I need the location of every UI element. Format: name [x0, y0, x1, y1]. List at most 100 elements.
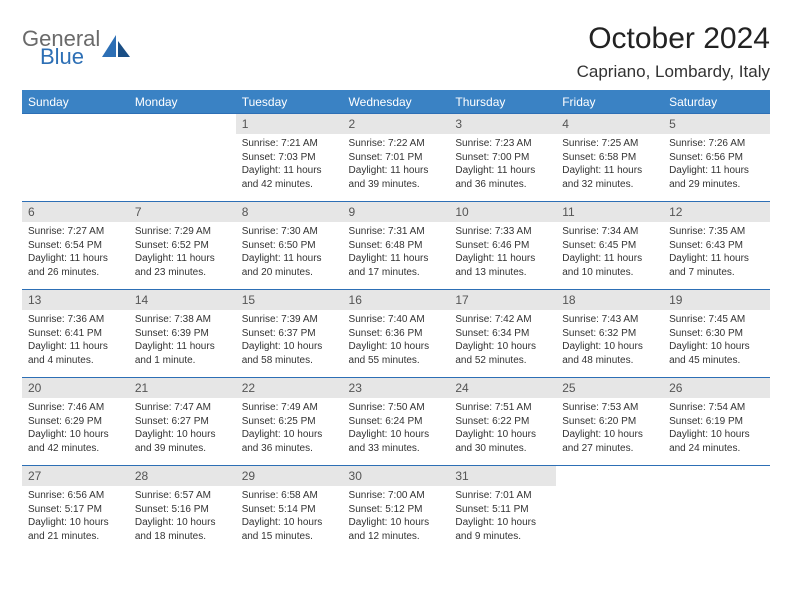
day-number: 22 [236, 378, 343, 398]
calendar-cell: 22Sunrise: 7:49 AMSunset: 6:25 PMDayligh… [236, 378, 343, 466]
day-content: Sunrise: 7:40 AMSunset: 6:36 PMDaylight:… [343, 310, 450, 373]
day-content: Sunrise: 7:23 AMSunset: 7:00 PMDaylight:… [449, 134, 556, 197]
calendar-cell [556, 466, 663, 554]
day-content: Sunrise: 7:00 AMSunset: 5:12 PMDaylight:… [343, 486, 450, 549]
calendar-cell: 14Sunrise: 7:38 AMSunset: 6:39 PMDayligh… [129, 290, 236, 378]
day-number: 14 [129, 290, 236, 310]
day-content: Sunrise: 6:58 AMSunset: 5:14 PMDaylight:… [236, 486, 343, 549]
calendar-cell: 5Sunrise: 7:26 AMSunset: 6:56 PMDaylight… [663, 114, 770, 202]
day-header: Monday [129, 91, 236, 114]
calendar-cell: 10Sunrise: 7:33 AMSunset: 6:46 PMDayligh… [449, 202, 556, 290]
day-content: Sunrise: 7:25 AMSunset: 6:58 PMDaylight:… [556, 134, 663, 197]
calendar-cell: 29Sunrise: 6:58 AMSunset: 5:14 PMDayligh… [236, 466, 343, 554]
day-number: 29 [236, 466, 343, 486]
day-number: 20 [22, 378, 129, 398]
day-header: Saturday [663, 91, 770, 114]
day-content: Sunrise: 7:49 AMSunset: 6:25 PMDaylight:… [236, 398, 343, 461]
day-content: Sunrise: 6:57 AMSunset: 5:16 PMDaylight:… [129, 486, 236, 549]
day-content: Sunrise: 7:42 AMSunset: 6:34 PMDaylight:… [449, 310, 556, 373]
day-header: Thursday [449, 91, 556, 114]
logo-sail-icon [102, 35, 132, 61]
logo: General Blue [22, 28, 132, 68]
calendar-cell: 20Sunrise: 7:46 AMSunset: 6:29 PMDayligh… [22, 378, 129, 466]
day-content: Sunrise: 7:45 AMSunset: 6:30 PMDaylight:… [663, 310, 770, 373]
calendar-cell: 26Sunrise: 7:54 AMSunset: 6:19 PMDayligh… [663, 378, 770, 466]
day-number: 1 [236, 114, 343, 134]
day-content: Sunrise: 6:56 AMSunset: 5:17 PMDaylight:… [22, 486, 129, 549]
page-header: General Blue October 2024 Capriano, Lomb… [22, 22, 770, 82]
day-content: Sunrise: 7:43 AMSunset: 6:32 PMDaylight:… [556, 310, 663, 373]
calendar-cell: 1Sunrise: 7:21 AMSunset: 7:03 PMDaylight… [236, 114, 343, 202]
day-number: 12 [663, 202, 770, 222]
calendar-cell: 6Sunrise: 7:27 AMSunset: 6:54 PMDaylight… [22, 202, 129, 290]
calendar-cell: 23Sunrise: 7:50 AMSunset: 6:24 PMDayligh… [343, 378, 450, 466]
day-number: 16 [343, 290, 450, 310]
day-number: 5 [663, 114, 770, 134]
day-number: 27 [22, 466, 129, 486]
calendar-table: SundayMondayTuesdayWednesdayThursdayFrid… [22, 90, 770, 554]
day-number: 18 [556, 290, 663, 310]
day-number: 31 [449, 466, 556, 486]
day-number: 8 [236, 202, 343, 222]
day-content: Sunrise: 7:38 AMSunset: 6:39 PMDaylight:… [129, 310, 236, 373]
calendar-cell: 27Sunrise: 6:56 AMSunset: 5:17 PMDayligh… [22, 466, 129, 554]
calendar-cell [663, 466, 770, 554]
day-content: Sunrise: 7:34 AMSunset: 6:45 PMDaylight:… [556, 222, 663, 285]
calendar-cell: 28Sunrise: 6:57 AMSunset: 5:16 PMDayligh… [129, 466, 236, 554]
day-number: 25 [556, 378, 663, 398]
day-number: 19 [663, 290, 770, 310]
calendar-cell: 4Sunrise: 7:25 AMSunset: 6:58 PMDaylight… [556, 114, 663, 202]
calendar-cell: 2Sunrise: 7:22 AMSunset: 7:01 PMDaylight… [343, 114, 450, 202]
day-content: Sunrise: 7:27 AMSunset: 6:54 PMDaylight:… [22, 222, 129, 285]
day-number: 7 [129, 202, 236, 222]
location: Capriano, Lombardy, Italy [577, 62, 770, 82]
day-number: 2 [343, 114, 450, 134]
logo-text-blue: Blue [40, 46, 100, 68]
calendar-cell: 21Sunrise: 7:47 AMSunset: 6:27 PMDayligh… [129, 378, 236, 466]
day-number: 28 [129, 466, 236, 486]
day-content: Sunrise: 7:53 AMSunset: 6:20 PMDaylight:… [556, 398, 663, 461]
title-block: October 2024 Capriano, Lombardy, Italy [577, 22, 770, 82]
day-number: 21 [129, 378, 236, 398]
day-content: Sunrise: 7:22 AMSunset: 7:01 PMDaylight:… [343, 134, 450, 197]
calendar-cell: 25Sunrise: 7:53 AMSunset: 6:20 PMDayligh… [556, 378, 663, 466]
calendar-cell: 3Sunrise: 7:23 AMSunset: 7:00 PMDaylight… [449, 114, 556, 202]
day-content: Sunrise: 7:35 AMSunset: 6:43 PMDaylight:… [663, 222, 770, 285]
day-header: Wednesday [343, 91, 450, 114]
day-content: Sunrise: 7:50 AMSunset: 6:24 PMDaylight:… [343, 398, 450, 461]
day-content: Sunrise: 7:01 AMSunset: 5:11 PMDaylight:… [449, 486, 556, 549]
calendar-cell: 31Sunrise: 7:01 AMSunset: 5:11 PMDayligh… [449, 466, 556, 554]
day-content: Sunrise: 7:39 AMSunset: 6:37 PMDaylight:… [236, 310, 343, 373]
day-number: 13 [22, 290, 129, 310]
calendar-cell: 18Sunrise: 7:43 AMSunset: 6:32 PMDayligh… [556, 290, 663, 378]
calendar-cell: 15Sunrise: 7:39 AMSunset: 6:37 PMDayligh… [236, 290, 343, 378]
day-content: Sunrise: 7:21 AMSunset: 7:03 PMDaylight:… [236, 134, 343, 197]
day-number: 10 [449, 202, 556, 222]
day-number: 30 [343, 466, 450, 486]
calendar-cell: 24Sunrise: 7:51 AMSunset: 6:22 PMDayligh… [449, 378, 556, 466]
day-number: 15 [236, 290, 343, 310]
calendar-cell: 9Sunrise: 7:31 AMSunset: 6:48 PMDaylight… [343, 202, 450, 290]
calendar-cell: 8Sunrise: 7:30 AMSunset: 6:50 PMDaylight… [236, 202, 343, 290]
day-content: Sunrise: 7:30 AMSunset: 6:50 PMDaylight:… [236, 222, 343, 285]
day-number: 17 [449, 290, 556, 310]
day-content: Sunrise: 7:46 AMSunset: 6:29 PMDaylight:… [22, 398, 129, 461]
calendar-cell: 30Sunrise: 7:00 AMSunset: 5:12 PMDayligh… [343, 466, 450, 554]
day-content: Sunrise: 7:31 AMSunset: 6:48 PMDaylight:… [343, 222, 450, 285]
day-header: Sunday [22, 91, 129, 114]
day-number: 26 [663, 378, 770, 398]
day-number: 11 [556, 202, 663, 222]
calendar-cell [22, 114, 129, 202]
calendar-cell: 7Sunrise: 7:29 AMSunset: 6:52 PMDaylight… [129, 202, 236, 290]
calendar-cell: 11Sunrise: 7:34 AMSunset: 6:45 PMDayligh… [556, 202, 663, 290]
day-number: 23 [343, 378, 450, 398]
calendar-cell: 13Sunrise: 7:36 AMSunset: 6:41 PMDayligh… [22, 290, 129, 378]
day-content: Sunrise: 7:36 AMSunset: 6:41 PMDaylight:… [22, 310, 129, 373]
month-title: October 2024 [577, 22, 770, 56]
day-content: Sunrise: 7:51 AMSunset: 6:22 PMDaylight:… [449, 398, 556, 461]
calendar-cell [129, 114, 236, 202]
day-number: 24 [449, 378, 556, 398]
day-number: 4 [556, 114, 663, 134]
day-number: 6 [22, 202, 129, 222]
calendar-cell: 19Sunrise: 7:45 AMSunset: 6:30 PMDayligh… [663, 290, 770, 378]
